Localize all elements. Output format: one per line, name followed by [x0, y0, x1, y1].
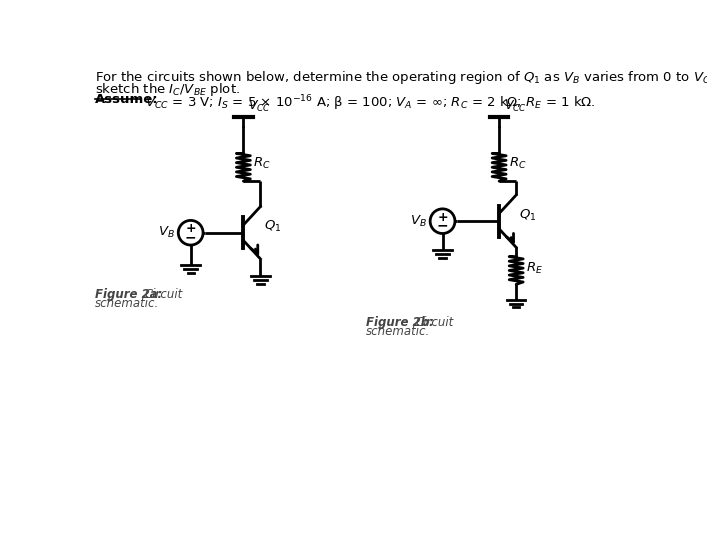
- Text: For the circuits shown below, determine the operating region of $Q_1$ as $V_B$ v: For the circuits shown below, determine …: [95, 69, 707, 86]
- Text: schematic.: schematic.: [366, 325, 430, 338]
- Text: −: −: [437, 219, 448, 233]
- Text: $V_{CC}$ = 3 V; $I_S$ = 5 × 10$^{-16}$ A; β = 100; $V_A$ = ∞; $R_C$ = 2 kΩ; $R_E: $V_{CC}$ = 3 V; $I_S$ = 5 × 10$^{-16}$ A…: [141, 94, 596, 113]
- Text: Circuit: Circuit: [416, 316, 454, 329]
- Text: $R_E$: $R_E$: [526, 261, 543, 276]
- Text: $Q_1$: $Q_1$: [519, 207, 537, 223]
- Text: $V_{CC}$: $V_{CC}$: [504, 99, 527, 114]
- Text: +: +: [185, 223, 196, 235]
- Text: schematic.: schematic.: [95, 298, 159, 310]
- Text: Assume:: Assume:: [95, 94, 158, 106]
- Text: sketch the $I_C$/$V_{BE}$ plot.: sketch the $I_C$/$V_{BE}$ plot.: [95, 81, 240, 98]
- Text: −: −: [185, 230, 197, 245]
- Text: Figure 2b:: Figure 2b:: [366, 316, 433, 329]
- Text: $V_B$: $V_B$: [410, 214, 427, 229]
- Text: $R_C$: $R_C$: [253, 156, 271, 171]
- Text: $V_B$: $V_B$: [158, 225, 175, 240]
- Text: $Q_1$: $Q_1$: [264, 219, 281, 234]
- Text: $V_{CC}$: $V_{CC}$: [248, 99, 271, 114]
- Text: +: +: [437, 211, 448, 224]
- Text: Figure 2a:: Figure 2a:: [95, 288, 162, 301]
- Text: Circuit: Circuit: [144, 288, 182, 301]
- Text: $R_C$: $R_C$: [509, 156, 527, 171]
